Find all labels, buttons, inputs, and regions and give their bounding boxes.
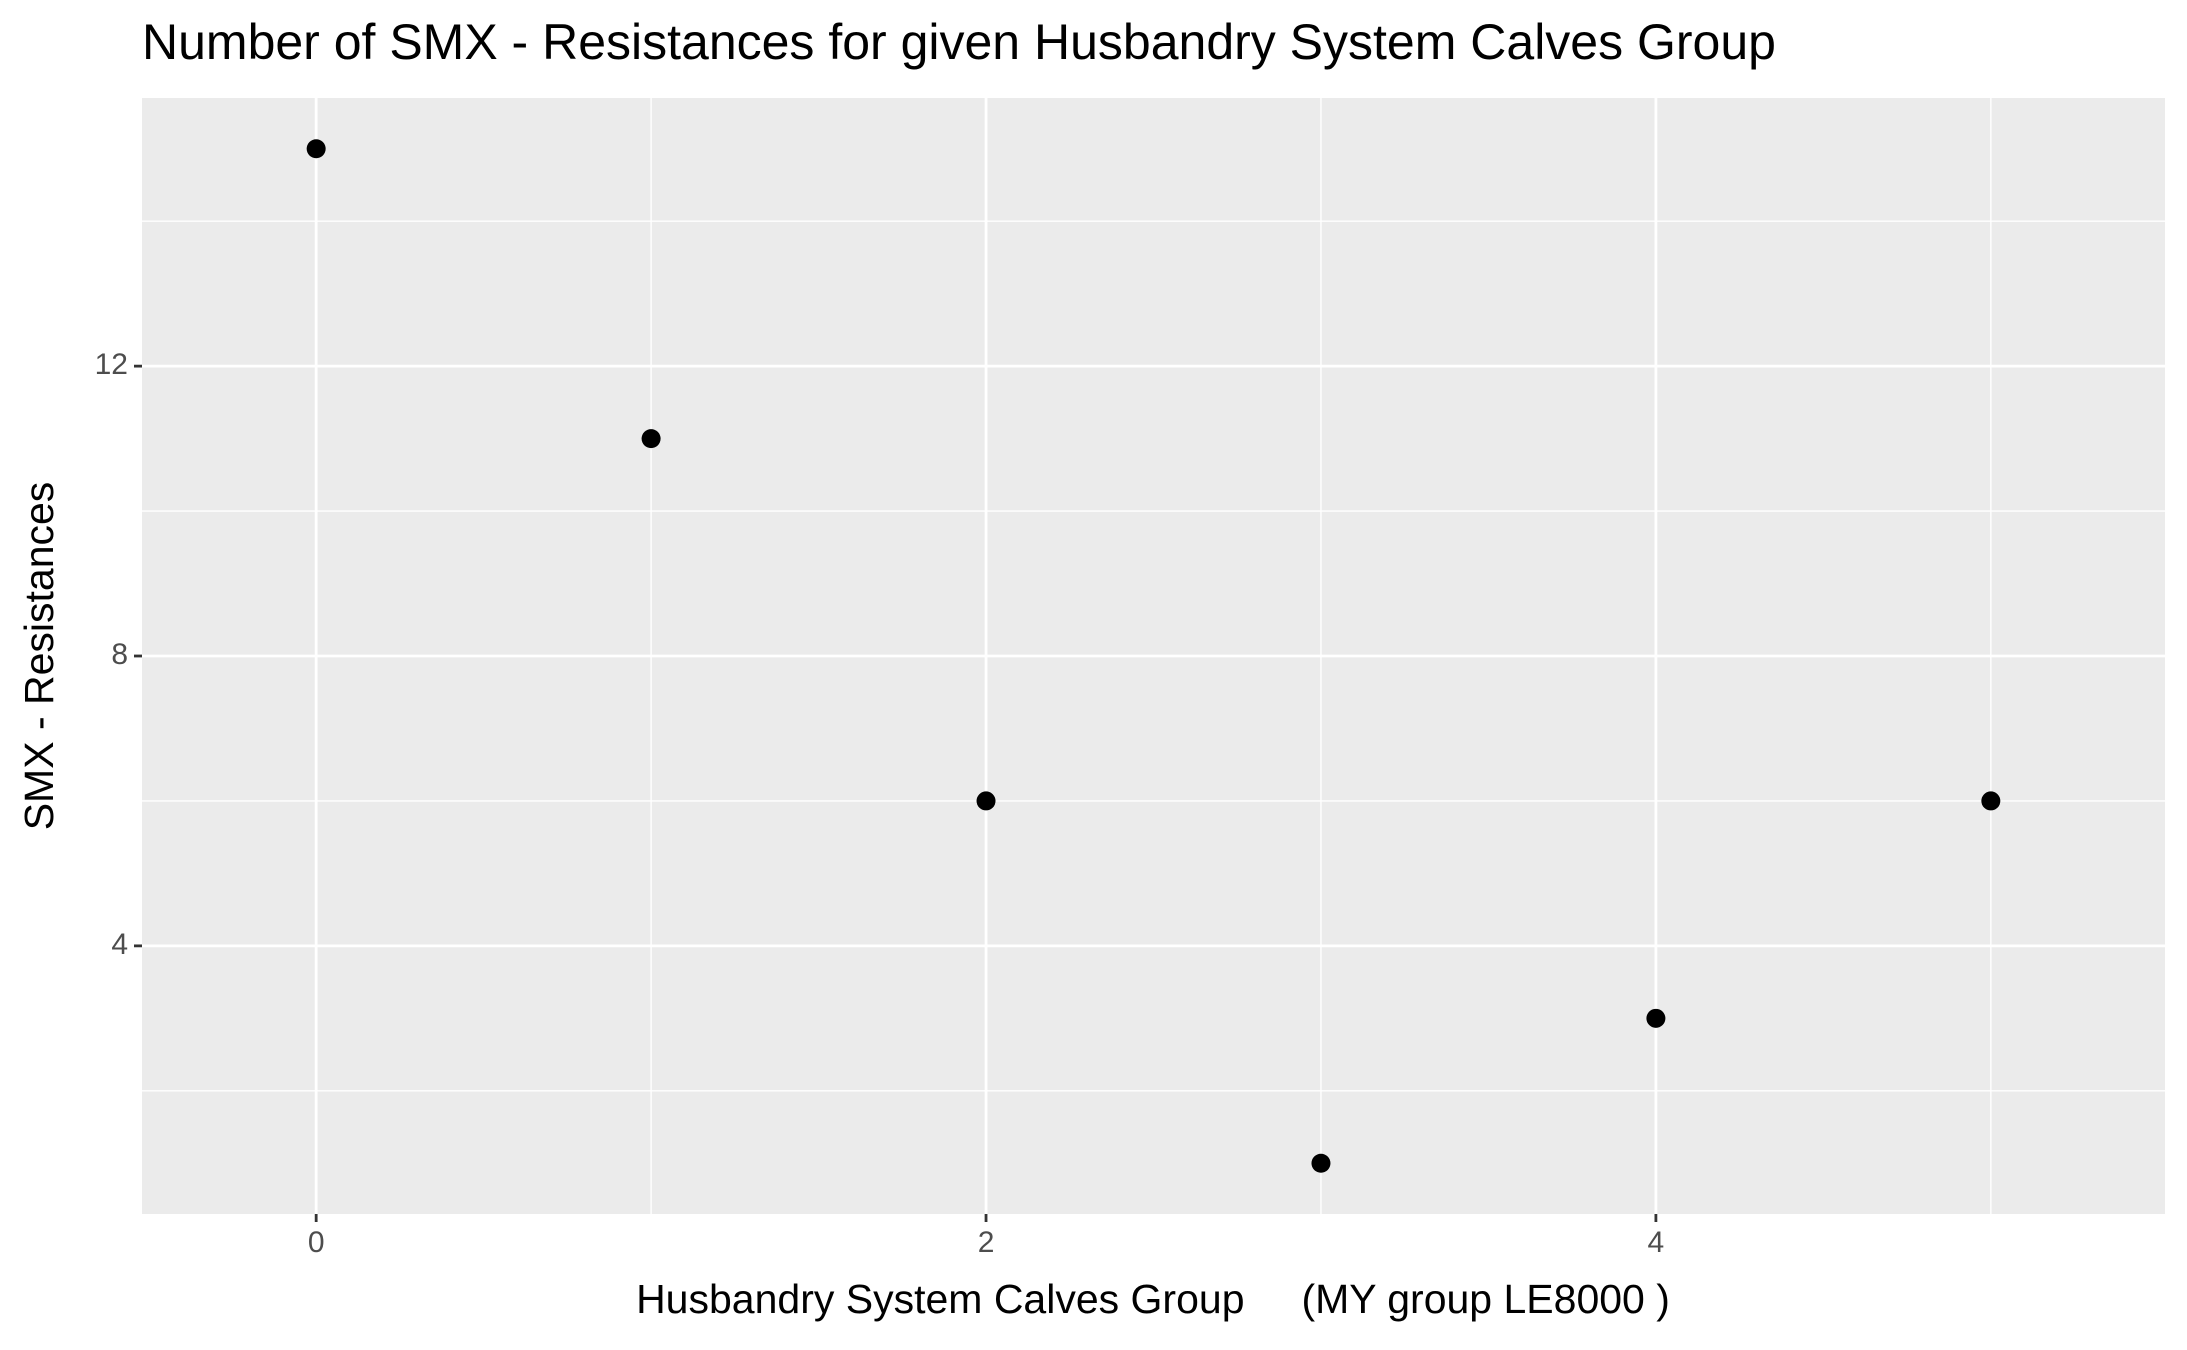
point <box>1646 1008 1666 1028</box>
point <box>976 791 996 811</box>
point <box>1311 1153 1331 1173</box>
y-tick-label: 4 <box>111 928 128 961</box>
x-tick-label: 4 <box>1648 1226 1665 1259</box>
y-axis-title: SMX - Resistances <box>16 482 62 831</box>
y-tick-label: 8 <box>111 638 128 671</box>
grid <box>142 98 2165 1214</box>
chart-title: Number of SMX - Resistances for given Hu… <box>142 14 1776 70</box>
point <box>1981 791 2001 811</box>
point <box>306 139 326 159</box>
y-tick-label: 12 <box>95 348 128 381</box>
x-axis-title: Husbandry System Calves Group (MY group … <box>636 1276 1670 1322</box>
x-tick-label: 0 <box>308 1226 325 1259</box>
point <box>641 429 661 449</box>
x-tick-label: 2 <box>978 1226 995 1259</box>
